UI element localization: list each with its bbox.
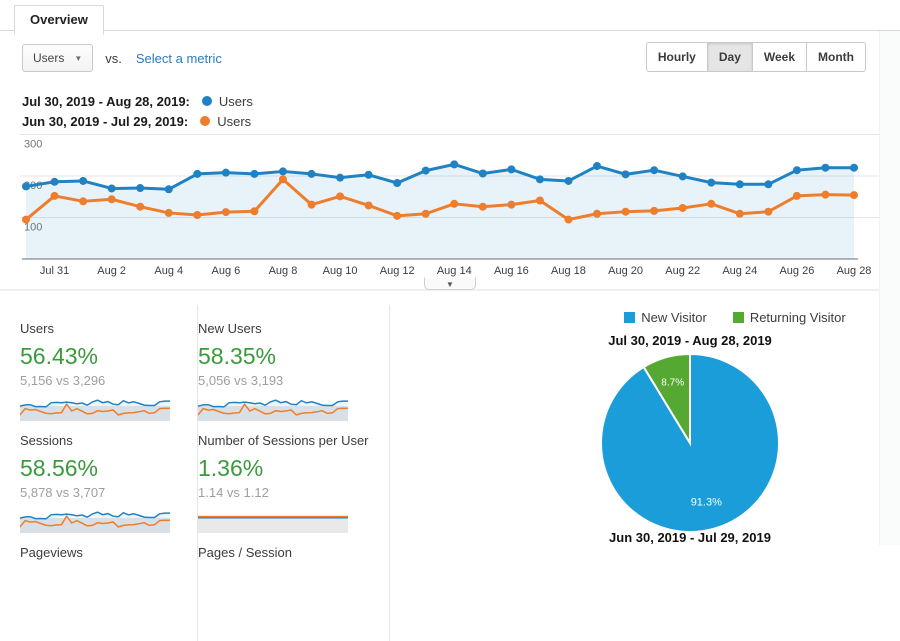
pie-slice-returning-visitor	[642, 352, 691, 447]
legend-color-swatch	[732, 311, 744, 323]
pie-chart-footer-title: Jun 30, 2019 - Jul 29, 2019	[609, 530, 771, 545]
legend-date-range: Jul 30, 2019 - Aug 28, 2019:	[22, 93, 190, 109]
svg-text:Aug 8: Aug 8	[269, 265, 298, 277]
svg-text:Aug 20: Aug 20	[608, 265, 643, 277]
granularity-day[interactable]: Day	[707, 42, 753, 72]
pie-legend: New Visitor Returning Visitor	[600, 307, 870, 327]
legend-color-swatch	[624, 311, 636, 323]
pie-chart-wrap: 91.3% 8.7% Jun 30, 2019 - Jul 29, 2019	[555, 348, 825, 553]
scorecard-comparison: 5,878 vs 3,707	[20, 485, 106, 500]
scorecard-title: Users	[20, 321, 54, 336]
metric-selector-value: Users	[33, 51, 65, 65]
svg-text:Aug 4: Aug 4	[154, 265, 183, 277]
scorecard-title: Number of Sessions per User	[198, 433, 369, 448]
vs-label: vs.	[105, 50, 122, 66]
scorecard-pages-per-session-cutoff: Pages / Session	[198, 529, 390, 641]
metric-selector-dropdown[interactable]: Users ▼	[22, 44, 94, 72]
granularity-month[interactable]: Month	[807, 42, 866, 72]
legend-metric-label: Users	[217, 113, 252, 129]
scorecard-pageviews-cutoff: Pageviews	[20, 529, 198, 641]
series-color-dot	[200, 116, 211, 126]
scorecard-percent-change: 58.56%	[20, 455, 99, 481]
granularity-hourly[interactable]: Hourly	[645, 42, 708, 72]
legend-date-range: Jun 30, 2019 - Jul 29, 2019:	[22, 113, 189, 129]
select-a-metric-link[interactable]: Select a metric	[135, 50, 222, 66]
granularity-control: Hourly Day Week Month	[645, 42, 866, 72]
svg-text:300: 300	[24, 139, 42, 151]
visitor-type-pie-chart: 91.3% 8.7%	[600, 352, 781, 533]
pie-legend-label: New Visitor	[641, 309, 707, 325]
scorecard-users: Users 56.43% 5,156 vs 3,296	[20, 305, 198, 421]
svg-text:Aug 12: Aug 12	[380, 265, 415, 277]
timeseries-legend: Jul 30, 2019 - Aug 28, 2019: Users Jun 3…	[22, 91, 900, 131]
scorecard-comparison: 1.14 vs 1.12	[198, 485, 269, 500]
pie-legend-label: Returning Visitor	[749, 309, 846, 325]
svg-text:100: 100	[24, 222, 42, 234]
svg-text:Aug 18: Aug 18	[551, 265, 586, 277]
chevron-down-icon: ▼	[446, 280, 454, 289]
chart-toolbar: Users ▼ vs. Select a metric Hourly Day W…	[0, 39, 900, 77]
scorecard-percent-change: 56.43%	[20, 343, 99, 369]
pie-chart-title: Jul 30, 2019 - Aug 28, 2019	[608, 333, 772, 348]
svg-text:Aug 26: Aug 26	[779, 265, 814, 277]
scorecard-title: Pages / Session	[198, 545, 292, 560]
granularity-week[interactable]: Week	[752, 42, 808, 72]
svg-text:Aug 2: Aug 2	[97, 265, 126, 277]
pie-slice-value-label: 91.3%	[691, 496, 722, 508]
scorecard-title: Pageviews	[20, 545, 83, 560]
svg-text:Aug 16: Aug 16	[494, 265, 529, 277]
pie-legend-new-visitor: New Visitor	[624, 310, 707, 325]
svg-text:Aug 24: Aug 24	[722, 265, 757, 277]
legend-metric-label: Users	[218, 93, 253, 109]
sparkline-chart	[20, 399, 171, 421]
svg-text:Jul 31: Jul 31	[40, 265, 69, 277]
sparkline-chart	[20, 511, 171, 533]
sparkline-chart	[198, 399, 349, 421]
pie-legend-returning-visitor: Returning Visitor	[732, 309, 846, 325]
scorecard-comparison: 5,156 vs 3,296	[20, 373, 106, 388]
tab-overview-label: Overview	[30, 12, 88, 27]
visitor-type-section: New Visitor Returning Visitor Jul 30, 20…	[555, 305, 900, 641]
scorecard-percent-change: 58.35%	[198, 343, 277, 369]
scorecard-comparison: 5,056 vs 3,193	[198, 373, 284, 388]
pie-slice-value-label: 8.7%	[661, 377, 684, 388]
series-color-dot	[201, 96, 212, 106]
svg-text:Aug 6: Aug 6	[211, 265, 240, 277]
svg-text:Aug 14: Aug 14	[437, 265, 472, 277]
legend-previous-period: Jun 30, 2019 - Jul 29, 2019: Users	[22, 111, 900, 131]
annotations-expand-tab[interactable]: ▼	[424, 277, 476, 290]
scorecard-percent-change: 1.36%	[198, 455, 264, 481]
sparkline-chart	[198, 515, 348, 533]
scroll-gutter	[879, 31, 900, 545]
scorecard-sessions-per-user: Number of Sessions per User 1.36% 1.14 v…	[198, 417, 390, 533]
overview-metrics-area: Users 56.43% 5,156 vs 3,296 New Users 58…	[0, 291, 900, 641]
chevron-down-icon: ▼	[74, 53, 83, 63]
scorecard-title: New Users	[198, 321, 262, 336]
tab-overview[interactable]: Overview	[14, 5, 104, 35]
scorecard-title: Sessions	[20, 433, 73, 448]
scorecard-new-users: New Users 58.35% 5,056 vs 3,193	[198, 305, 390, 421]
svg-text:Aug 22: Aug 22	[665, 265, 700, 277]
svg-text:Aug 10: Aug 10	[323, 265, 358, 277]
tab-bar: Overview	[0, 0, 900, 35]
svg-text:Aug 28: Aug 28	[837, 265, 872, 277]
legend-current-period: Jul 30, 2019 - Aug 28, 2019: Users	[22, 91, 900, 111]
scorecard-grid: Users 56.43% 5,156 vs 3,296 New Users 58…	[0, 305, 392, 641]
scorecard-sessions: Sessions 58.56% 5,878 vs 3,707	[20, 417, 198, 533]
